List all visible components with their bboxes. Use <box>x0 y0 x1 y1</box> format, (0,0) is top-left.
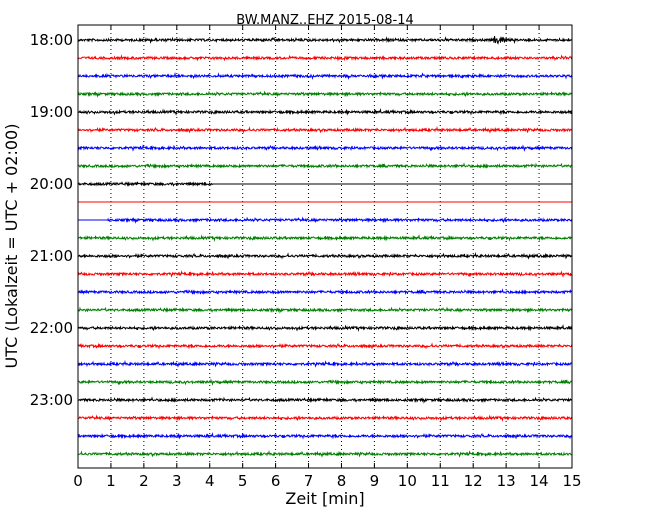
trace-row <box>77 234 573 242</box>
trace-waveform <box>77 90 573 98</box>
x-tick-label: 0 <box>73 472 83 490</box>
trace-row <box>77 125 573 134</box>
x-tick-label: 11 <box>431 472 450 490</box>
x-tick-label: 14 <box>530 472 549 490</box>
y-tick-label: 19:00 <box>30 103 73 121</box>
trace-row <box>77 251 573 260</box>
x-tick-label: 12 <box>464 472 483 490</box>
x-axis-ticks: 0 1 2 3 4 5 6 7 8 9 10 11 12 13 14 15 <box>73 25 582 490</box>
x-tick-label: 8 <box>337 472 347 490</box>
trace-waveform <box>77 342 573 350</box>
trace-waveform <box>77 125 573 134</box>
trace-row <box>77 90 573 98</box>
trace-row <box>77 432 573 440</box>
trace-row <box>77 288 573 295</box>
y-tick-label: 20:00 <box>30 175 73 193</box>
trace-row <box>77 324 573 332</box>
x-tick-label: 3 <box>172 472 182 490</box>
trace-waveform <box>77 144 573 152</box>
y-tick-label: 18:00 <box>30 31 73 49</box>
x-tick-label: 13 <box>497 472 516 490</box>
trace-row <box>77 359 573 368</box>
trace-waveform <box>77 324 573 332</box>
y-tick-label: 22:00 <box>30 319 73 337</box>
plot-frame <box>77 24 573 469</box>
trace-waveform <box>77 234 573 242</box>
trace-waveform <box>77 378 573 386</box>
trace-waveform <box>77 108 573 116</box>
x-tick-label: 4 <box>205 472 215 490</box>
trace-row <box>77 306 573 314</box>
y-axis-label: UTC (Lokalzeit = UTC + 02:00) <box>2 124 21 369</box>
trace-row <box>77 35 573 45</box>
trace-waveform <box>77 162 573 169</box>
x-tick-label: 10 <box>398 472 417 490</box>
trace-waveform <box>77 251 573 260</box>
y-tick-label: 23:00 <box>30 391 73 409</box>
trace-row <box>77 180 572 187</box>
trace-waveform <box>77 414 573 422</box>
y-axis-ticks: 18:00 19:00 20:00 21:00 22:00 23:00 <box>30 31 572 409</box>
x-tick-label: 2 <box>139 472 149 490</box>
trace-waveform <box>77 180 214 187</box>
x-tick-label: 6 <box>271 472 281 490</box>
trace-row <box>77 108 573 116</box>
trace-waveform <box>77 54 573 62</box>
trace-row <box>78 216 573 224</box>
trace-row <box>77 414 573 422</box>
trace-waveform <box>77 396 573 404</box>
seismogram-traces <box>77 35 573 458</box>
trace-row <box>77 378 573 386</box>
grid-lines <box>110 25 540 468</box>
x-tick-label: 9 <box>370 472 380 490</box>
x-tick-label: 7 <box>304 472 314 490</box>
trace-row <box>77 449 573 458</box>
trace-waveform <box>77 432 573 440</box>
trace-row <box>77 54 573 62</box>
y-tick-label: 21:00 <box>30 247 73 265</box>
trace-waveform <box>77 35 573 45</box>
x-axis-label: Zeit [min] <box>285 489 364 508</box>
trace-waveform <box>77 71 573 81</box>
trace-waveform <box>77 288 573 295</box>
x-tick-label: 1 <box>106 472 116 490</box>
trace-row <box>77 71 573 81</box>
x-tick-label: 5 <box>238 472 248 490</box>
trace-waveform <box>77 449 573 458</box>
trace-waveform <box>107 216 573 224</box>
trace-row <box>77 162 573 169</box>
trace-waveform <box>77 306 573 314</box>
trace-row <box>77 342 573 350</box>
x-tick-label: 15 <box>562 472 581 490</box>
chart-title: BW.MANZ..EHZ 2015-08-14 <box>236 13 414 28</box>
trace-row <box>77 396 573 404</box>
trace-waveform <box>77 270 573 278</box>
trace-row <box>77 144 573 152</box>
trace-row <box>77 270 573 278</box>
trace-waveform <box>77 359 573 368</box>
